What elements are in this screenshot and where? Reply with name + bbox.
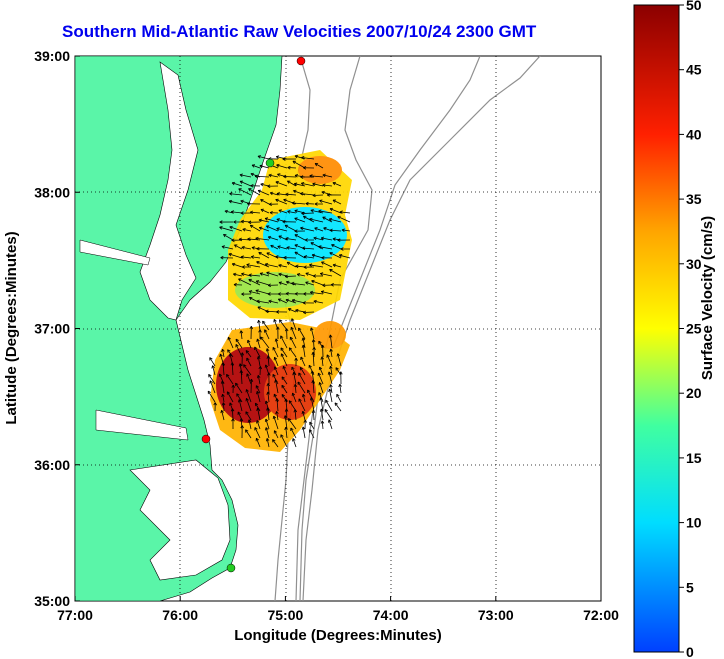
y-tick-label: 36:00 bbox=[34, 457, 70, 473]
x-tick-label: 74:00 bbox=[373, 607, 409, 623]
x-tick-label: 75:00 bbox=[267, 607, 303, 623]
y-axis-ticks: 39:00 38:00 37:00 36:00 35:00 bbox=[34, 48, 80, 609]
y-tick-label: 38:00 bbox=[34, 184, 70, 200]
y-axis-label: Latitude (Degrees:Minutes) bbox=[3, 231, 20, 424]
station-marker-outer-banks bbox=[201, 434, 211, 444]
x-tick-label: 72:00 bbox=[583, 607, 619, 623]
x-tick-label: 77:00 bbox=[57, 607, 93, 623]
y-tick-label: 35:00 bbox=[34, 593, 70, 609]
velocity-field bbox=[210, 150, 352, 452]
colorbar-tick-label: 5 bbox=[686, 579, 694, 595]
station-marker-north bbox=[296, 56, 306, 66]
station-marker-hatteras bbox=[226, 563, 236, 573]
colorbar-tick-label: 30 bbox=[686, 256, 702, 272]
bay-arm-west bbox=[79, 239, 151, 266]
colorbar-label: Surface Velocity (cm/s) bbox=[699, 216, 716, 380]
y-tick-label: 39:00 bbox=[34, 48, 70, 64]
colorbar-tick-label: 50 bbox=[686, 0, 702, 13]
chesapeake-bay bbox=[139, 61, 199, 321]
colorbar-tick-label: 35 bbox=[686, 191, 702, 207]
sound-north bbox=[95, 409, 189, 441]
land-mass bbox=[75, 56, 283, 601]
map-title: Southern Mid-Atlantic Raw Velocities 200… bbox=[62, 22, 537, 41]
colorbar-tick-label: 15 bbox=[686, 450, 702, 466]
colorbar-tick-label: 20 bbox=[686, 385, 702, 401]
colorbar-tick-label: 45 bbox=[686, 62, 702, 78]
velocity-vectors bbox=[207, 154, 351, 448]
colorbar-tick-label: 40 bbox=[686, 126, 702, 142]
x-tick-label: 73:00 bbox=[478, 607, 514, 623]
bathymetry-contours bbox=[274, 56, 541, 601]
x-axis-label: Longitude (Degrees:Minutes) bbox=[234, 627, 442, 644]
colorbar-tick-label: 0 bbox=[686, 644, 694, 659]
colorbar bbox=[633, 4, 680, 653]
x-tick-label: 76:00 bbox=[162, 607, 198, 623]
colorbar-tick-label: 25 bbox=[686, 321, 702, 337]
y-tick-label: 37:00 bbox=[34, 321, 70, 337]
x-axis-ticks: 77:00 76:00 75:00 74:00 73:00 72:00 bbox=[57, 596, 619, 623]
colorbar-tick-label: 10 bbox=[686, 515, 702, 531]
station-marker-delmarva bbox=[265, 158, 275, 168]
